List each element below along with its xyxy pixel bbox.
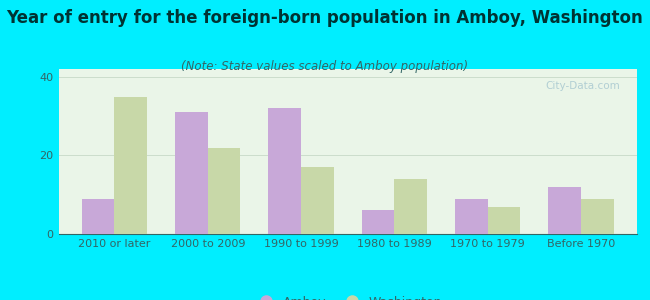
Bar	[395, 179, 427, 234]
Text: City-Data.com: City-Data.com	[545, 80, 619, 91]
Bar	[549, 187, 581, 234]
Text: Year of entry for the foreign-born population in Amboy, Washington: Year of entry for the foreign-born popul…	[6, 9, 644, 27]
Bar	[455, 199, 488, 234]
Bar	[114, 97, 147, 234]
Bar	[268, 108, 301, 234]
Bar	[208, 148, 240, 234]
Bar	[175, 112, 208, 234]
Text: (Note: State values scaled to Amboy population): (Note: State values scaled to Amboy popu…	[181, 60, 469, 73]
Bar	[362, 210, 395, 234]
Bar	[82, 199, 114, 234]
Bar	[301, 167, 333, 234]
Legend: Amboy, Washington: Amboy, Washington	[248, 290, 447, 300]
Bar	[581, 199, 614, 234]
Bar	[488, 206, 521, 234]
